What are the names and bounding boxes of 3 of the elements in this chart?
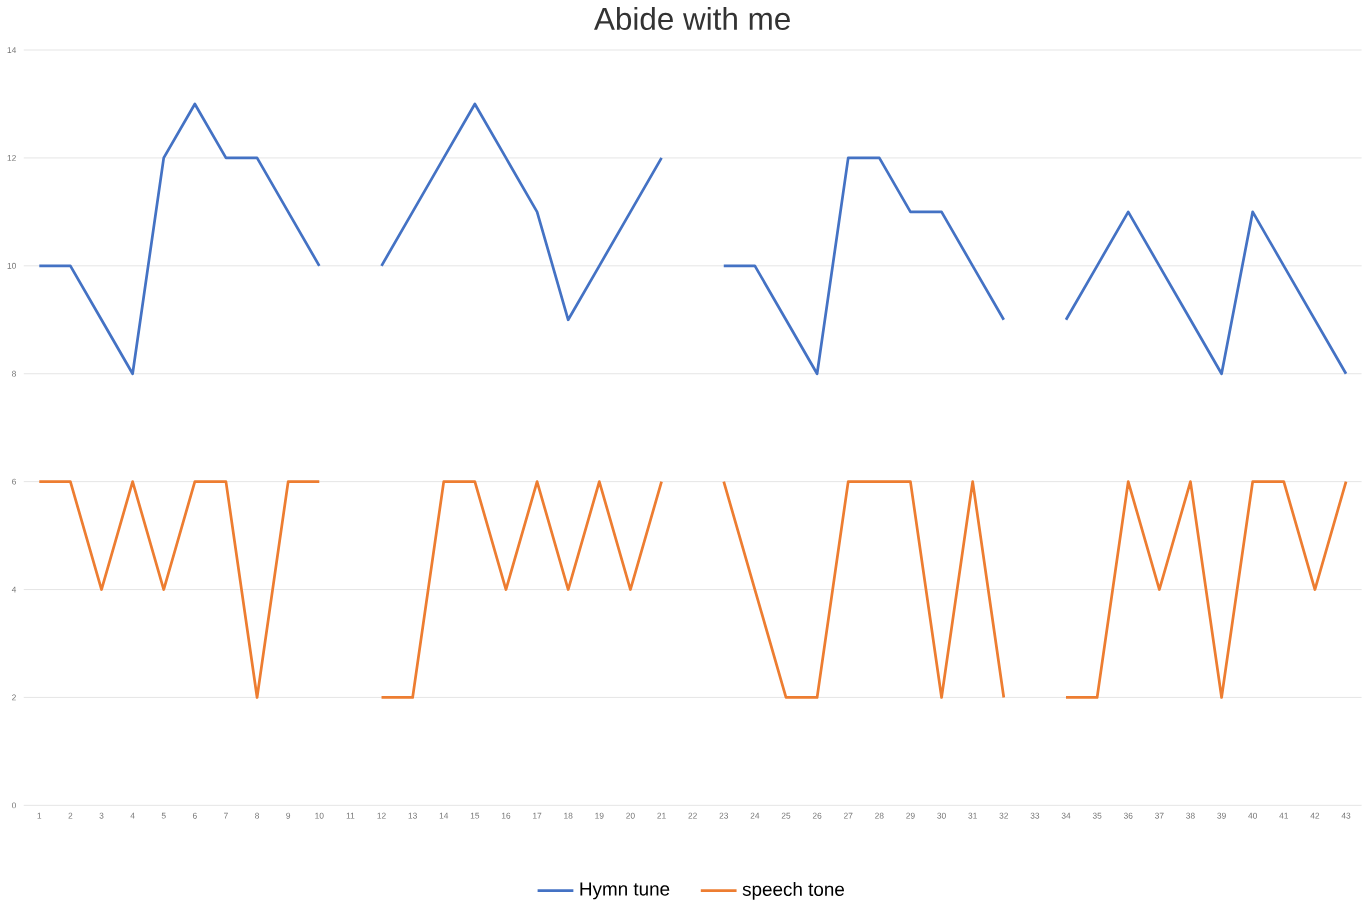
chart-title: Abide with me — [594, 7, 790, 31]
legend-label: Hymn tune — [580, 882, 670, 900]
legend-label: speech tone — [742, 882, 844, 901]
